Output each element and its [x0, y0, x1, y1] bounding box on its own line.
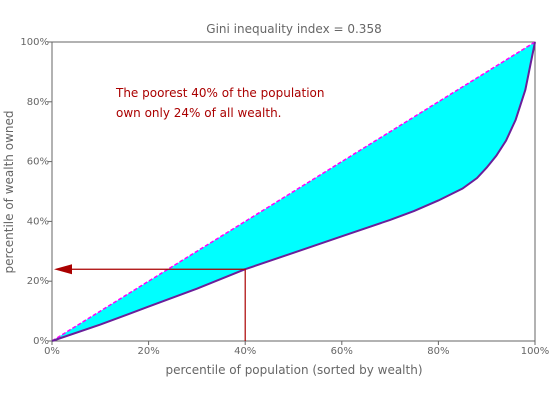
y-axis-ticks: 0% 20% 40% 60% 80% 100% — [20, 37, 52, 347]
lorenz-curve — [51, 41, 536, 342]
y-axis-label: percentile of wealth owned — [2, 111, 16, 274]
x-tick-label: 80% — [427, 346, 449, 357]
x-axis-ticks: 0% 20% 40% 60% 80% 100% — [44, 341, 549, 357]
x-tick-label: 20% — [137, 346, 159, 357]
annotation-line-2: own only 24% of all wealth. — [116, 106, 282, 120]
plot-frame — [51, 41, 536, 342]
chart-title: Gini inequality index = 0.358 — [206, 22, 381, 36]
y-tick-label: 0% — [33, 336, 49, 347]
x-tick-label: 60% — [331, 346, 353, 357]
y-tick-label: 100% — [20, 37, 49, 48]
y-tick-label: 20% — [27, 276, 49, 287]
equality-line — [51, 41, 536, 342]
x-tick-label: 40% — [234, 346, 256, 357]
arrow-head — [54, 264, 72, 275]
y-tick-label: 80% — [27, 97, 49, 108]
y-tick-label: 40% — [27, 216, 49, 227]
x-axis-label: percentile of population (sorted by weal… — [165, 363, 422, 377]
x-tick-label: 100% — [521, 346, 550, 357]
x-tick-label: 0% — [44, 346, 60, 357]
plot-area — [51, 41, 536, 342]
annotation-line-1: The poorest 40% of the population — [115, 86, 325, 100]
y-tick-label: 60% — [27, 157, 49, 168]
